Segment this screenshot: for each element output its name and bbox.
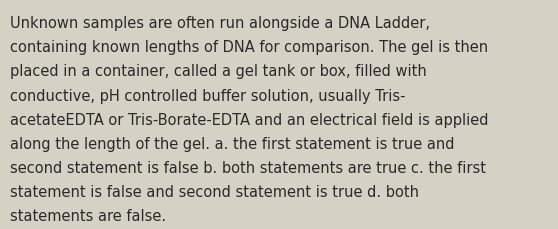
Text: statement is false and second statement is true d. both: statement is false and second statement … xyxy=(10,184,419,199)
Text: conductive, pH controlled buffer solution, usually Tris-: conductive, pH controlled buffer solutio… xyxy=(10,88,406,103)
Text: second statement is false b. both statements are true c. the first: second statement is false b. both statem… xyxy=(10,160,486,175)
Text: Unknown samples are often run alongside a DNA Ladder,: Unknown samples are often run alongside … xyxy=(10,16,430,31)
Text: statements are false.: statements are false. xyxy=(10,208,166,223)
Text: along the length of the gel. a. the first statement is true and: along the length of the gel. a. the firs… xyxy=(10,136,455,151)
Text: acetateEDTA or Tris-Borate-EDTA and an electrical field is applied: acetateEDTA or Tris-Borate-EDTA and an e… xyxy=(10,112,489,127)
Text: placed in a container, called a gel tank or box, filled with: placed in a container, called a gel tank… xyxy=(10,64,427,79)
Text: containing known lengths of DNA for comparison. The gel is then: containing known lengths of DNA for comp… xyxy=(10,40,488,55)
